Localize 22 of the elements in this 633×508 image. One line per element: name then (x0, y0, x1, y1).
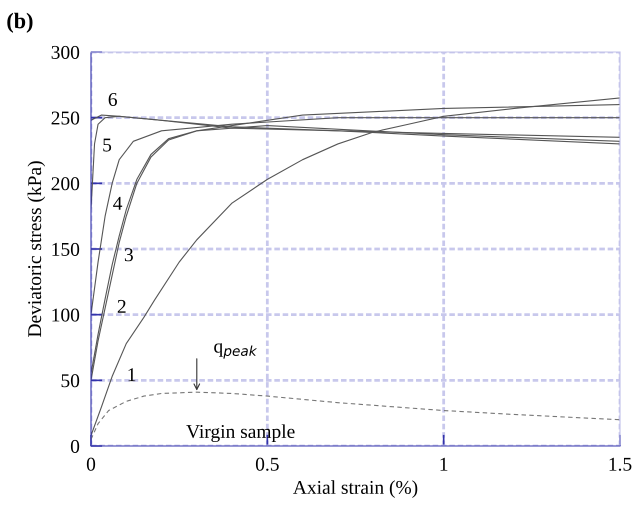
series-label: 4 (113, 196, 122, 210)
y-tick-label: 100 (52, 308, 80, 322)
series-label: 6 (108, 92, 117, 106)
series-label: 1 (128, 368, 136, 382)
x-tick-label: 0 (86, 458, 96, 471)
y-tick-label: 250 (52, 111, 80, 125)
x-axis-title: Axial strain (%) (293, 480, 418, 498)
y-tick-label: 300 (52, 46, 80, 59)
y-tick-label: 150 (52, 242, 80, 256)
y-tick-label: 50 (62, 374, 80, 388)
series-label: Virgin sample (186, 424, 295, 442)
series-label: 2 (118, 300, 126, 313)
y-tick-label: 200 (52, 177, 80, 190)
y-tick-label: 0 (70, 440, 80, 453)
annotation: q$_{peak}$ (214, 343, 258, 359)
series-label: 3 (124, 248, 133, 262)
series-label: 5 (103, 138, 112, 152)
text: (b) (7, 12, 33, 33)
x-tick-label: 1 (440, 458, 448, 471)
x-tick-label: 0.5 (256, 458, 279, 471)
y-axis-title: Deviatoric stress (kPa) (28, 161, 46, 337)
x-tick-label: 1.5 (610, 458, 632, 471)
